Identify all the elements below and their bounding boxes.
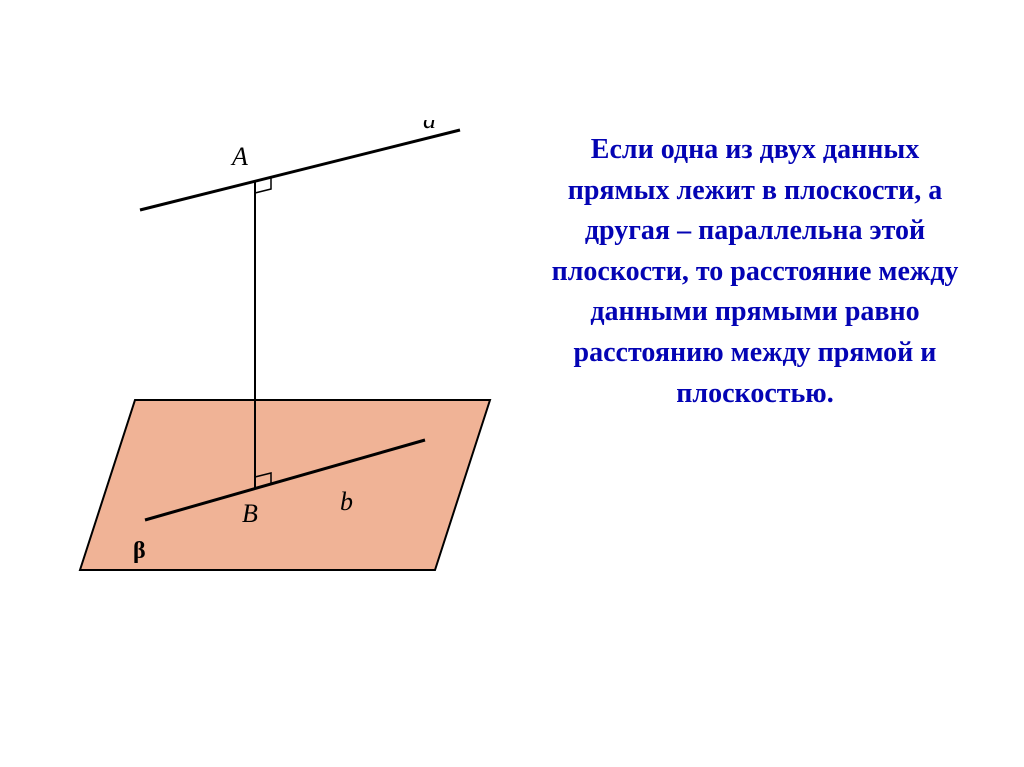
line-a	[140, 130, 460, 210]
theorem-text: Если одна из двух данных прямых лежит в …	[540, 130, 970, 414]
slide-container: A B a b β Если одна из двух данных прямы…	[0, 0, 1024, 767]
geometry-diagram: A B a b β	[40, 120, 520, 590]
label-a: a	[423, 120, 436, 134]
label-B: B	[242, 499, 258, 528]
label-A: A	[230, 142, 248, 171]
label-beta: β	[133, 538, 146, 564]
label-b: b	[340, 487, 353, 516]
